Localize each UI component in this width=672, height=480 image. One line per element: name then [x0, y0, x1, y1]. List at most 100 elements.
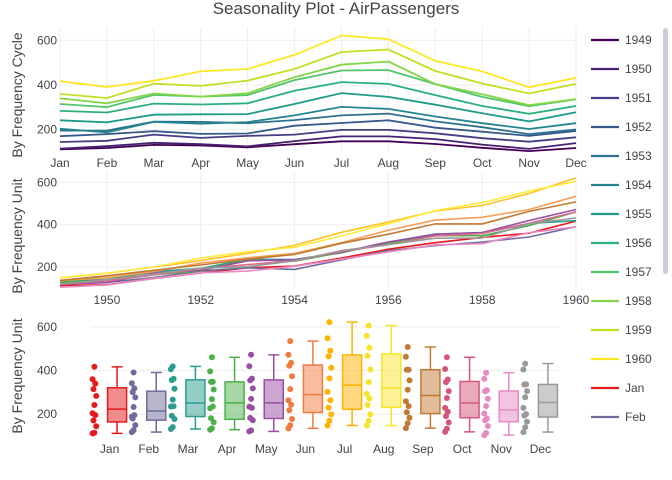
- box-point: [248, 351, 255, 358]
- box-point: [364, 352, 371, 359]
- box-point: [130, 404, 137, 410]
- x-tick-label: Apr: [218, 442, 237, 456]
- x-tick-label: 1960: [563, 293, 590, 307]
- legend-item-1958[interactable]: 1958: [591, 294, 652, 308]
- box-point: [522, 394, 529, 401]
- box-point: [328, 364, 335, 371]
- box-point: [168, 412, 175, 419]
- x-tick-label: Aug: [378, 156, 399, 170]
- legend-item-1956[interactable]: 1956: [591, 236, 652, 250]
- box-point: [522, 424, 529, 431]
- box-point: [208, 354, 215, 361]
- x-tick-label: Jul: [337, 442, 352, 456]
- box-point: [289, 373, 295, 380]
- box-point: [366, 395, 373, 402]
- legend-item-1957[interactable]: 1957: [591, 265, 652, 279]
- box-iqr: [302, 364, 324, 414]
- box-point: [367, 411, 374, 418]
- box-Feb: [128, 369, 167, 436]
- legend-label: 1951: [625, 91, 652, 105]
- box-Oct: [442, 354, 480, 435]
- box-point: [287, 386, 294, 393]
- box-iqr: [146, 390, 167, 421]
- box-point: [288, 359, 295, 366]
- box-point: [484, 395, 491, 402]
- box-point: [247, 414, 254, 421]
- box-point: [363, 332, 370, 339]
- legend-item-1950[interactable]: 1950: [591, 62, 652, 76]
- x-tick-label: Nov: [491, 442, 512, 456]
- box-Mar: [167, 363, 206, 432]
- x-tick-label: Oct: [453, 442, 472, 456]
- legend-item-1953[interactable]: 1953: [591, 149, 652, 163]
- y-tick-label: 600: [37, 320, 57, 334]
- box-point: [208, 425, 215, 432]
- box-point: [209, 378, 216, 385]
- x-tick-label: Jun: [285, 156, 304, 170]
- box-point: [169, 363, 176, 370]
- box-point: [169, 396, 176, 403]
- y-tick-label: 600: [37, 176, 57, 190]
- legend-scrollbar[interactable]: [663, 28, 668, 274]
- x-tick-label: Aug: [373, 442, 394, 456]
- box-point: [208, 415, 214, 422]
- legend[interactable]: 1949 1950 1951 1952 1953 1954 1955 1956 1957 1958…: [591, 33, 652, 424]
- box-point: [208, 396, 215, 403]
- box-point: [328, 411, 335, 418]
- legend-item-1954[interactable]: 1954: [591, 178, 652, 192]
- box-point: [405, 366, 412, 373]
- legend-item-1949[interactable]: 1949: [591, 33, 652, 47]
- x-tick-label: Feb: [97, 156, 118, 170]
- x-tick-label: 1950: [94, 293, 121, 307]
- box-point: [365, 379, 372, 386]
- box-point: [249, 385, 256, 392]
- box-May: [246, 351, 284, 435]
- box-point: [207, 368, 214, 375]
- box-point: [207, 405, 214, 412]
- legend-label: Jan: [625, 381, 644, 395]
- box-point: [402, 398, 409, 405]
- x-tick-label: Oct: [473, 156, 492, 170]
- legend-label: 1960: [625, 352, 652, 366]
- box-point: [483, 429, 490, 436]
- box-point: [288, 401, 295, 408]
- box-point: [404, 344, 411, 350]
- legend-label: 1955: [625, 207, 652, 221]
- x-tick-label: Jun: [296, 442, 315, 456]
- legend-item-1952[interactable]: 1952: [591, 120, 652, 134]
- month-line-Dec: [59, 217, 577, 285]
- legend-item-Jan[interactable]: Jan: [591, 381, 644, 395]
- y-tick-label: 200: [37, 407, 57, 421]
- y-tick-label: 400: [37, 364, 57, 378]
- series-line-1951: [59, 129, 577, 143]
- box-iqr: [381, 353, 402, 409]
- legend-item-1951[interactable]: 1951: [591, 91, 652, 105]
- box-iqr: [459, 380, 480, 419]
- box-point: [327, 397, 334, 404]
- legend-item-1960[interactable]: 1960: [591, 352, 652, 366]
- box-point: [285, 351, 292, 358]
- box-point: [89, 410, 96, 417]
- legend-label: 1952: [625, 120, 652, 134]
- box-point: [520, 429, 527, 436]
- legend-item-1959[interactable]: 1959: [591, 323, 652, 337]
- legend-item-Feb[interactable]: Feb: [591, 410, 646, 424]
- box-point: [403, 409, 410, 416]
- y-axis-title: By Frequency Cycle: [9, 32, 25, 157]
- box-point: [130, 369, 137, 376]
- box-point: [443, 425, 450, 432]
- box-point: [445, 388, 452, 395]
- box-point: [444, 376, 451, 383]
- legend-item-1955[interactable]: 1955: [591, 207, 652, 221]
- x-tick-label: Jan: [100, 442, 119, 456]
- box-point: [324, 388, 331, 395]
- box-point: [483, 369, 490, 376]
- box-point: [92, 380, 99, 387]
- y-tick-label: 600: [37, 33, 57, 47]
- box-point: [367, 366, 374, 373]
- box-point: [89, 376, 96, 383]
- x-tick-label: Jan: [50, 156, 69, 170]
- box-point: [442, 366, 449, 372]
- box-point: [523, 411, 530, 417]
- x-tick-label: 1954: [281, 293, 308, 307]
